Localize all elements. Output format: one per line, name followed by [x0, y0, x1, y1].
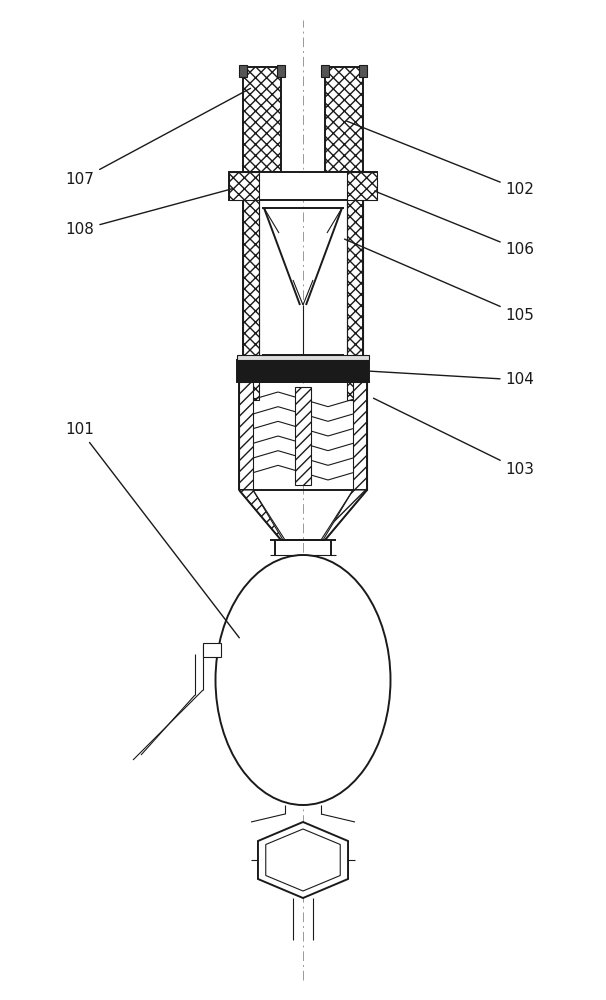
Polygon shape	[239, 490, 283, 540]
Bar	[243, 67, 281, 172]
Ellipse shape	[216, 555, 390, 805]
Text: 105: 105	[345, 239, 534, 322]
Bar	[239, 382, 253, 490]
Bar	[347, 172, 377, 200]
Bar	[237, 355, 369, 360]
Bar	[325, 67, 363, 172]
Bar	[229, 172, 377, 200]
Polygon shape	[258, 822, 348, 898]
Text: 108: 108	[65, 189, 232, 237]
Bar	[243, 172, 259, 400]
Text: 103: 103	[373, 398, 534, 478]
Bar	[203, 643, 221, 657]
Bar	[239, 65, 247, 77]
Text: 104: 104	[370, 371, 534, 387]
Text: 106: 106	[375, 191, 534, 257]
Bar	[277, 65, 285, 77]
Polygon shape	[323, 490, 367, 540]
Bar	[359, 65, 367, 77]
Bar	[353, 382, 367, 490]
Bar	[237, 360, 369, 382]
Bar	[229, 172, 259, 200]
Bar	[295, 387, 311, 485]
Text: 102: 102	[347, 121, 534, 198]
Text: 101: 101	[65, 422, 239, 638]
Bar	[321, 65, 329, 77]
Text: 107: 107	[65, 88, 250, 188]
Bar	[347, 172, 363, 400]
